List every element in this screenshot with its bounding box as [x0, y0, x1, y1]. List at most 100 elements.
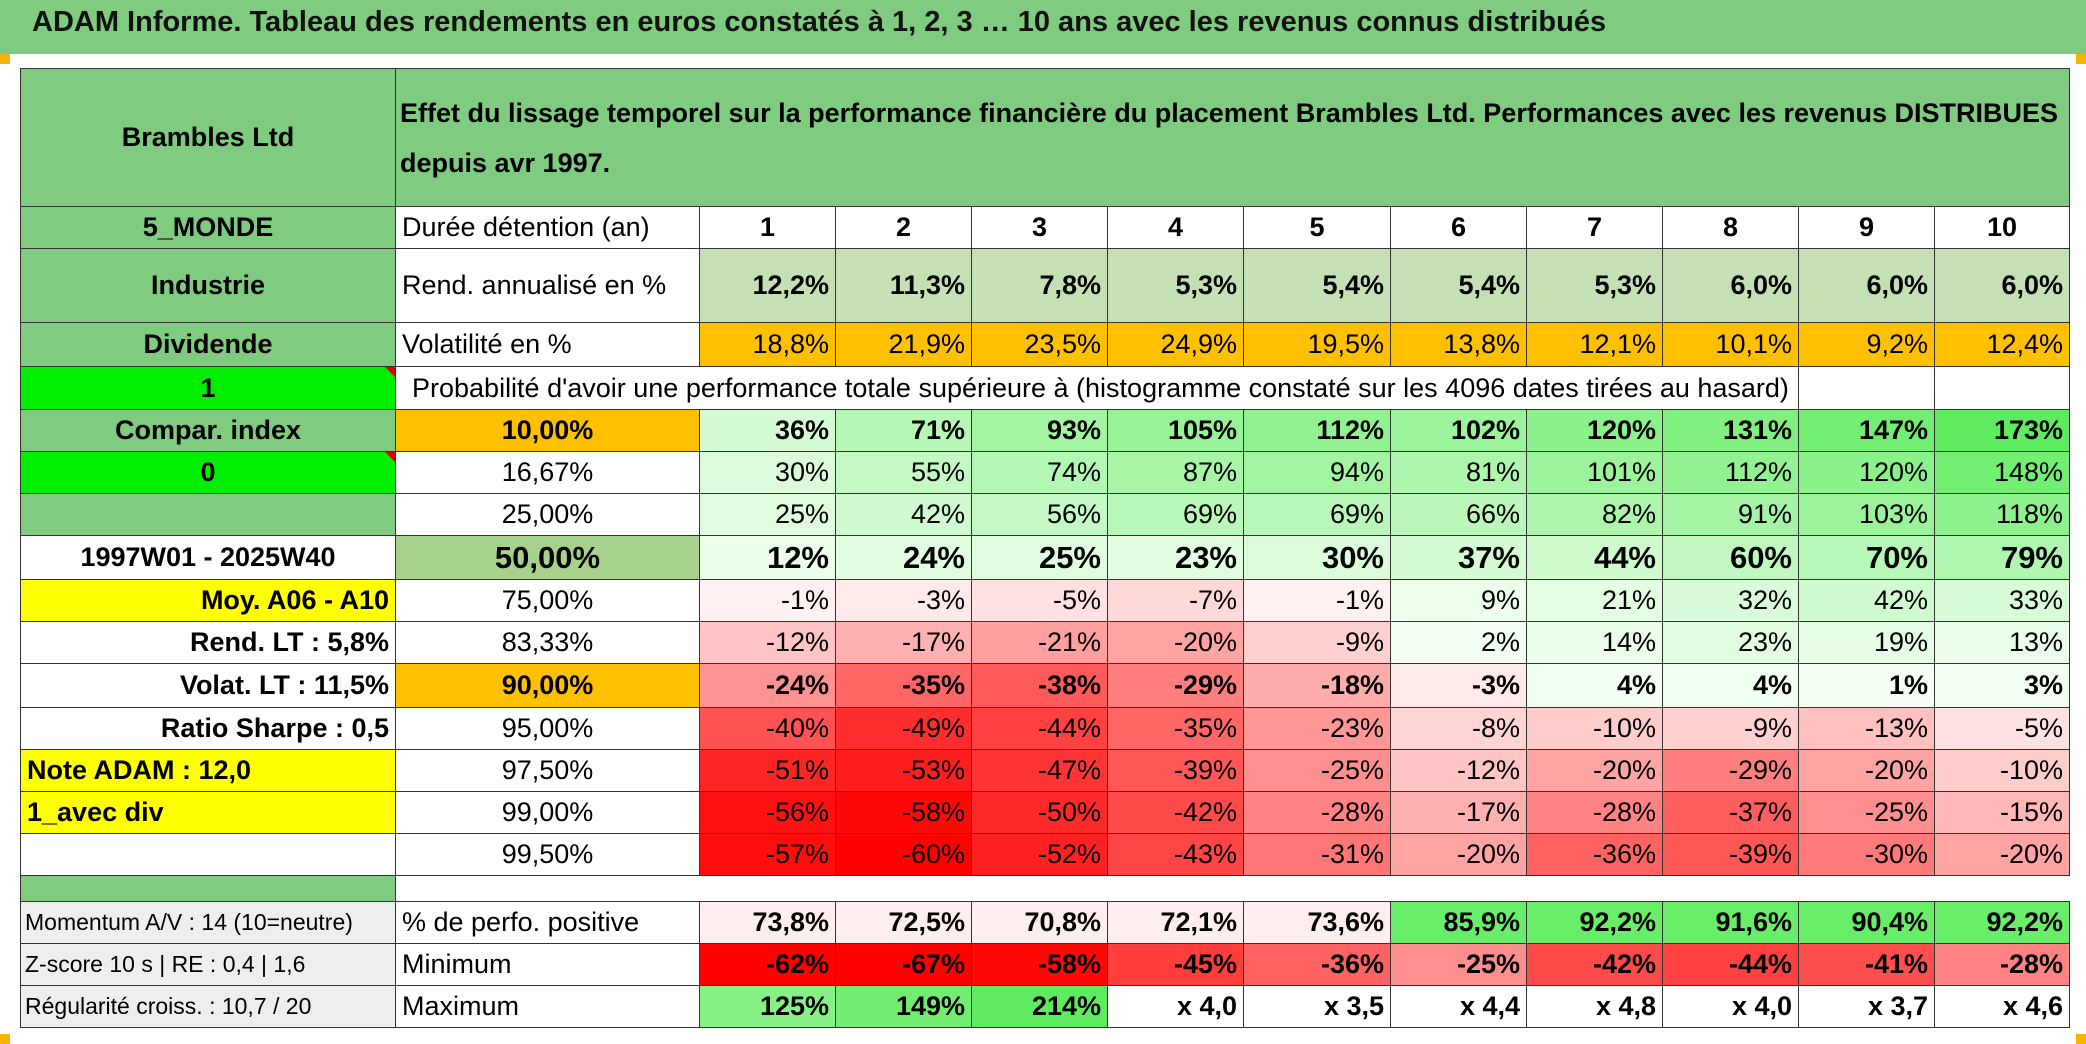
quantile-value: 94%	[1243, 451, 1391, 494]
corner-marker	[2076, 1034, 2086, 1044]
quantile-value: 32%	[1662, 579, 1799, 622]
stat-value: 92,2%	[1934, 901, 2070, 944]
empty-cell	[1934, 366, 2070, 410]
stat-value: 214%	[971, 985, 1108, 1028]
title-bar: ADAM Informe. Tableau des rendements en …	[0, 0, 2086, 54]
quantile-value: 74%	[971, 451, 1108, 494]
quantile-value: -10%	[1526, 707, 1663, 750]
flag-one[interactable]: 1	[20, 366, 396, 410]
volat-value: 12,4%	[1934, 322, 2070, 367]
quantile-value: -35%	[1107, 707, 1244, 750]
stat-value: -44%	[1662, 943, 1799, 986]
quantile-value: -5%	[971, 579, 1108, 622]
quantile-value: -7%	[1107, 579, 1244, 622]
rend-lt-label: Rend. LT : 5,8%	[20, 621, 396, 664]
stat-value: -45%	[1107, 943, 1244, 986]
corner-marker	[2076, 54, 2086, 64]
quantile-value: -10%	[1934, 749, 2070, 792]
quantile-value: -51%	[699, 749, 836, 792]
column-header: 5	[1243, 206, 1391, 249]
volat-value: 18,8%	[699, 322, 836, 367]
quantile-value: -37%	[1662, 791, 1799, 834]
stat-value: -67%	[835, 943, 972, 986]
quantile-value: -28%	[1243, 791, 1391, 834]
type-label: Dividende	[20, 322, 396, 367]
flag-zero[interactable]: 0	[20, 451, 396, 494]
stat-value: -36%	[1243, 943, 1391, 986]
quantile-value: 30%	[1243, 535, 1391, 580]
column-header: 2	[835, 206, 972, 249]
stat-value: 91,6%	[1662, 901, 1799, 944]
quantile-value: 13%	[1934, 621, 2070, 664]
stat-left-label: Régularité croiss. : 10,7 / 20	[20, 985, 396, 1028]
stat-value: 125%	[699, 985, 836, 1028]
rend-value: 5,3%	[1526, 248, 1663, 323]
quantile-value: -17%	[835, 621, 972, 664]
quantile-value: -20%	[1526, 749, 1663, 792]
stat-value: -58%	[971, 943, 1108, 986]
rend-value: 7,8%	[971, 248, 1108, 323]
quantile-value: -50%	[971, 791, 1108, 834]
rend-value: 5,4%	[1243, 248, 1391, 323]
volat-value: 24,9%	[1107, 322, 1244, 367]
quantile-value: 60%	[1662, 535, 1799, 580]
quantile-value: 21%	[1526, 579, 1663, 622]
stat-value: x 4,4	[1390, 985, 1527, 1028]
quantile-value: 37%	[1390, 535, 1527, 580]
rend-value: 6,0%	[1934, 248, 2070, 323]
quantile-value: -20%	[1107, 621, 1244, 664]
quantile-value: 147%	[1798, 409, 1935, 452]
quantile-value: -21%	[971, 621, 1108, 664]
empty-cell	[1798, 366, 1935, 410]
quantile-value: -36%	[1526, 833, 1663, 876]
column-header: 6	[1390, 206, 1527, 249]
column-header: 3	[971, 206, 1108, 249]
stat-value: -25%	[1390, 943, 1527, 986]
stat-value: 92,2%	[1526, 901, 1663, 944]
quantile-value: 87%	[1107, 451, 1244, 494]
column-header: 1	[699, 206, 836, 249]
stat-value: -42%	[1526, 943, 1663, 986]
quantile-value: -57%	[699, 833, 836, 876]
quantile-value: -52%	[971, 833, 1108, 876]
quantile-value: -53%	[835, 749, 972, 792]
quantile-value: 105%	[1107, 409, 1244, 452]
quantile-value: -35%	[835, 663, 972, 708]
period-label: 1997W01 - 2025W40	[20, 535, 396, 580]
rend-label: Rend. annualisé en %	[395, 248, 700, 323]
quantile-value: 30%	[699, 451, 836, 494]
stat-value: -62%	[699, 943, 836, 986]
probability-header: Probabilité d'avoir une performance tota…	[395, 366, 1799, 410]
stat-value: x 3,7	[1798, 985, 1935, 1028]
quantile-value: -58%	[835, 791, 972, 834]
corner-marker	[0, 1034, 10, 1044]
quantile-label: 99,50%	[395, 833, 700, 876]
quantile-value: -13%	[1798, 707, 1935, 750]
quantile-label: 50,00%	[395, 535, 700, 580]
stat-value: 73,6%	[1243, 901, 1391, 944]
quantile-value: -20%	[1390, 833, 1527, 876]
quantile-value: -18%	[1243, 663, 1391, 708]
quantile-value: -31%	[1243, 833, 1391, 876]
quantile-value: 71%	[835, 409, 972, 452]
company-name: Brambles Ltd	[20, 68, 396, 207]
quantile-value: 101%	[1526, 451, 1663, 494]
stat-value: 73,8%	[699, 901, 836, 944]
quantile-value: -9%	[1243, 621, 1391, 664]
quantile-value: -5%	[1934, 707, 2070, 750]
column-header: 4	[1107, 206, 1244, 249]
stat-value: 72,1%	[1107, 901, 1244, 944]
column-header: 10	[1934, 206, 2070, 249]
quantile-value: -3%	[835, 579, 972, 622]
quantile-value: -29%	[1662, 749, 1799, 792]
quantile-value: 79%	[1934, 535, 2070, 580]
stat-value: 85,9%	[1390, 901, 1527, 944]
quantile-value: 42%	[1798, 579, 1935, 622]
quantile-value: 131%	[1662, 409, 1799, 452]
stat-value: 72,5%	[835, 901, 972, 944]
quantile-value: 81%	[1390, 451, 1527, 494]
rend-value: 12,2%	[699, 248, 836, 323]
quantile-value: 9%	[1390, 579, 1527, 622]
quantile-value: 14%	[1526, 621, 1663, 664]
volat-value: 9,2%	[1798, 322, 1935, 367]
